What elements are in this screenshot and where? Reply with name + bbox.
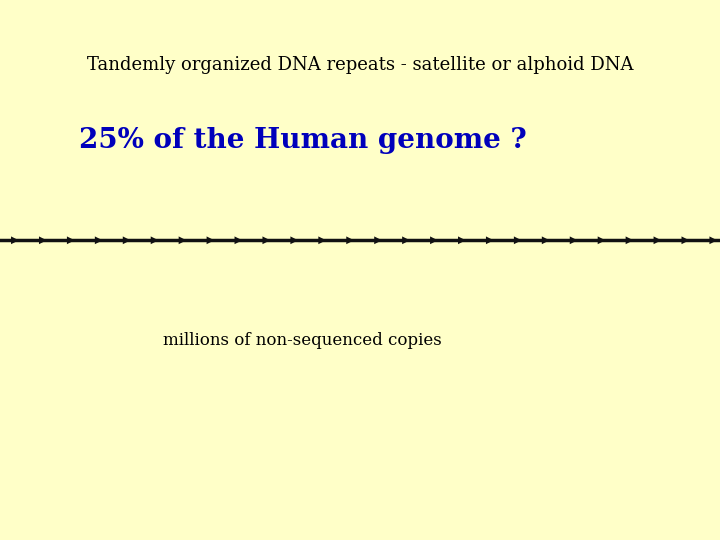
Text: millions of non-sequenced copies: millions of non-sequenced copies <box>163 332 442 349</box>
Text: Tandemly organized DNA repeats - satellite or alphoid DNA: Tandemly organized DNA repeats - satelli… <box>86 56 634 74</box>
Text: 25% of the Human genome ?: 25% of the Human genome ? <box>78 127 526 154</box>
